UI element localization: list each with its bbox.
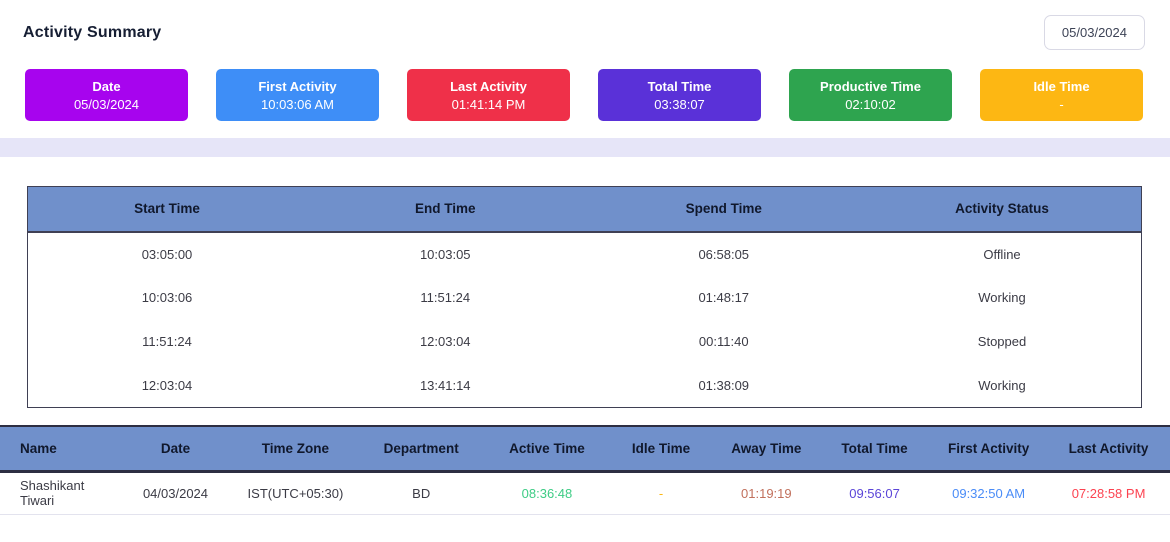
table-row: 12:03:04 13:41:14 01:38:09 Working bbox=[27, 363, 1142, 408]
employee-date-cell: 04/03/2024 bbox=[117, 471, 234, 515]
start-time-cell: 12:03:04 bbox=[27, 363, 306, 408]
card-value: 01:41:14 PM bbox=[451, 96, 526, 112]
summary-card-productive-time: Productive Time 02:10:02 bbox=[789, 69, 952, 121]
summary-card-last-activity: Last Activity 01:41:14 PM bbox=[407, 69, 570, 121]
spend-time-cell: 06:58:05 bbox=[584, 231, 863, 276]
spend-time-cell: 01:38:09 bbox=[584, 363, 863, 408]
start-time-cell: 10:03:06 bbox=[27, 275, 306, 320]
activity-status-cell: Working bbox=[863, 363, 1142, 408]
col-header-idle-time: Idle Time bbox=[608, 426, 714, 473]
end-time-cell: 10:03:05 bbox=[306, 231, 585, 276]
col-header-first-activity: First Activity bbox=[930, 426, 1048, 473]
summary-card-idle-time: Idle Time - bbox=[980, 69, 1143, 121]
activity-status-cell: Working bbox=[863, 275, 1142, 320]
topbar: Activity Summary 05/03/2024 bbox=[0, 0, 1170, 50]
col-header-last-activity: Last Activity bbox=[1047, 426, 1170, 473]
col-header-time-zone: Time Zone bbox=[234, 426, 357, 473]
divider-band bbox=[0, 138, 1170, 157]
end-time-cell: 13:41:14 bbox=[306, 363, 585, 408]
card-value: - bbox=[1059, 96, 1064, 112]
table-header-row: Start Time End Time Spend Time Activity … bbox=[27, 186, 1142, 233]
card-value: 05/03/2024 bbox=[73, 96, 140, 112]
col-header-date: Date bbox=[117, 426, 234, 473]
col-header-active-time: Active Time bbox=[485, 426, 609, 473]
start-time-cell: 03:05:00 bbox=[27, 231, 306, 276]
table-row: 10:03:06 11:51:24 01:48:17 Working bbox=[27, 275, 1142, 320]
card-label: Last Activity bbox=[450, 78, 527, 94]
col-header-start-time: Start Time bbox=[27, 186, 306, 233]
activity-status-cell: Stopped bbox=[863, 319, 1142, 364]
card-label: Productive Time bbox=[820, 78, 921, 94]
col-header-department: Department bbox=[356, 426, 486, 473]
card-label: Idle Time bbox=[1033, 78, 1090, 94]
employee-away-time-cell: 01:19:19 bbox=[713, 471, 819, 515]
activity-sessions-table: Start Time End Time Spend Time Activity … bbox=[27, 186, 1142, 408]
card-label: First Activity bbox=[258, 78, 337, 94]
card-value: 10:03:06 AM bbox=[261, 96, 334, 112]
activity-sessions-section: Start Time End Time Spend Time Activity … bbox=[27, 186, 1142, 408]
employee-row: Shashikant Tiwari 04/03/2024 IST(UTC+05:… bbox=[0, 471, 1170, 515]
summary-card-first-activity: First Activity 10:03:06 AM bbox=[216, 69, 379, 121]
table-row: 11:51:24 12:03:04 00:11:40 Stopped bbox=[27, 319, 1142, 364]
start-time-cell: 11:51:24 bbox=[27, 319, 306, 364]
employee-idle-time-cell: - bbox=[608, 471, 714, 515]
card-value: 02:10:02 bbox=[845, 96, 896, 112]
employee-name-cell: Shashikant Tiwari bbox=[0, 471, 117, 515]
spend-time-cell: 01:48:17 bbox=[584, 275, 863, 320]
summary-card-date: Date 05/03/2024 bbox=[25, 69, 188, 121]
col-header-name: Name bbox=[0, 426, 117, 473]
employee-department-cell: BD bbox=[356, 471, 486, 515]
activity-status-cell: Offline bbox=[863, 231, 1142, 276]
employee-summary-table: Name Date Time Zone Department Active Ti… bbox=[0, 425, 1170, 515]
col-header-activity-status: Activity Status bbox=[863, 186, 1142, 233]
end-time-cell: 11:51:24 bbox=[306, 275, 585, 320]
employee-first-activity-cell: 09:32:50 AM bbox=[930, 471, 1048, 515]
card-value: 03:38:07 bbox=[654, 96, 705, 112]
employee-last-activity-cell: 07:28:58 PM bbox=[1047, 471, 1170, 515]
col-header-spend-time: Spend Time bbox=[584, 186, 863, 233]
col-header-total-time: Total Time bbox=[818, 426, 931, 473]
table-row: 03:05:00 10:03:05 06:58:05 Offline bbox=[27, 231, 1142, 276]
summary-card-total-time: Total Time 03:38:07 bbox=[598, 69, 761, 121]
spend-time-cell: 00:11:40 bbox=[584, 319, 863, 364]
summary-cards-row: Date 05/03/2024 First Activity 10:03:06 … bbox=[0, 69, 1170, 121]
col-header-away-time: Away Time bbox=[713, 426, 819, 473]
card-label: Date bbox=[92, 78, 121, 94]
table-header-row: Name Date Time Zone Department Active Ti… bbox=[0, 426, 1170, 473]
end-time-cell: 12:03:04 bbox=[306, 319, 585, 364]
employee-active-time-cell: 08:36:48 bbox=[485, 471, 609, 515]
col-header-end-time: End Time bbox=[306, 186, 585, 233]
card-label: Total Time bbox=[647, 78, 712, 94]
employee-time-zone-cell: IST(UTC+05:30) bbox=[234, 471, 357, 515]
page-title: Activity Summary bbox=[23, 24, 162, 41]
date-picker-input[interactable]: 05/03/2024 bbox=[1043, 15, 1145, 50]
employee-total-time-cell: 09:56:07 bbox=[818, 471, 931, 515]
